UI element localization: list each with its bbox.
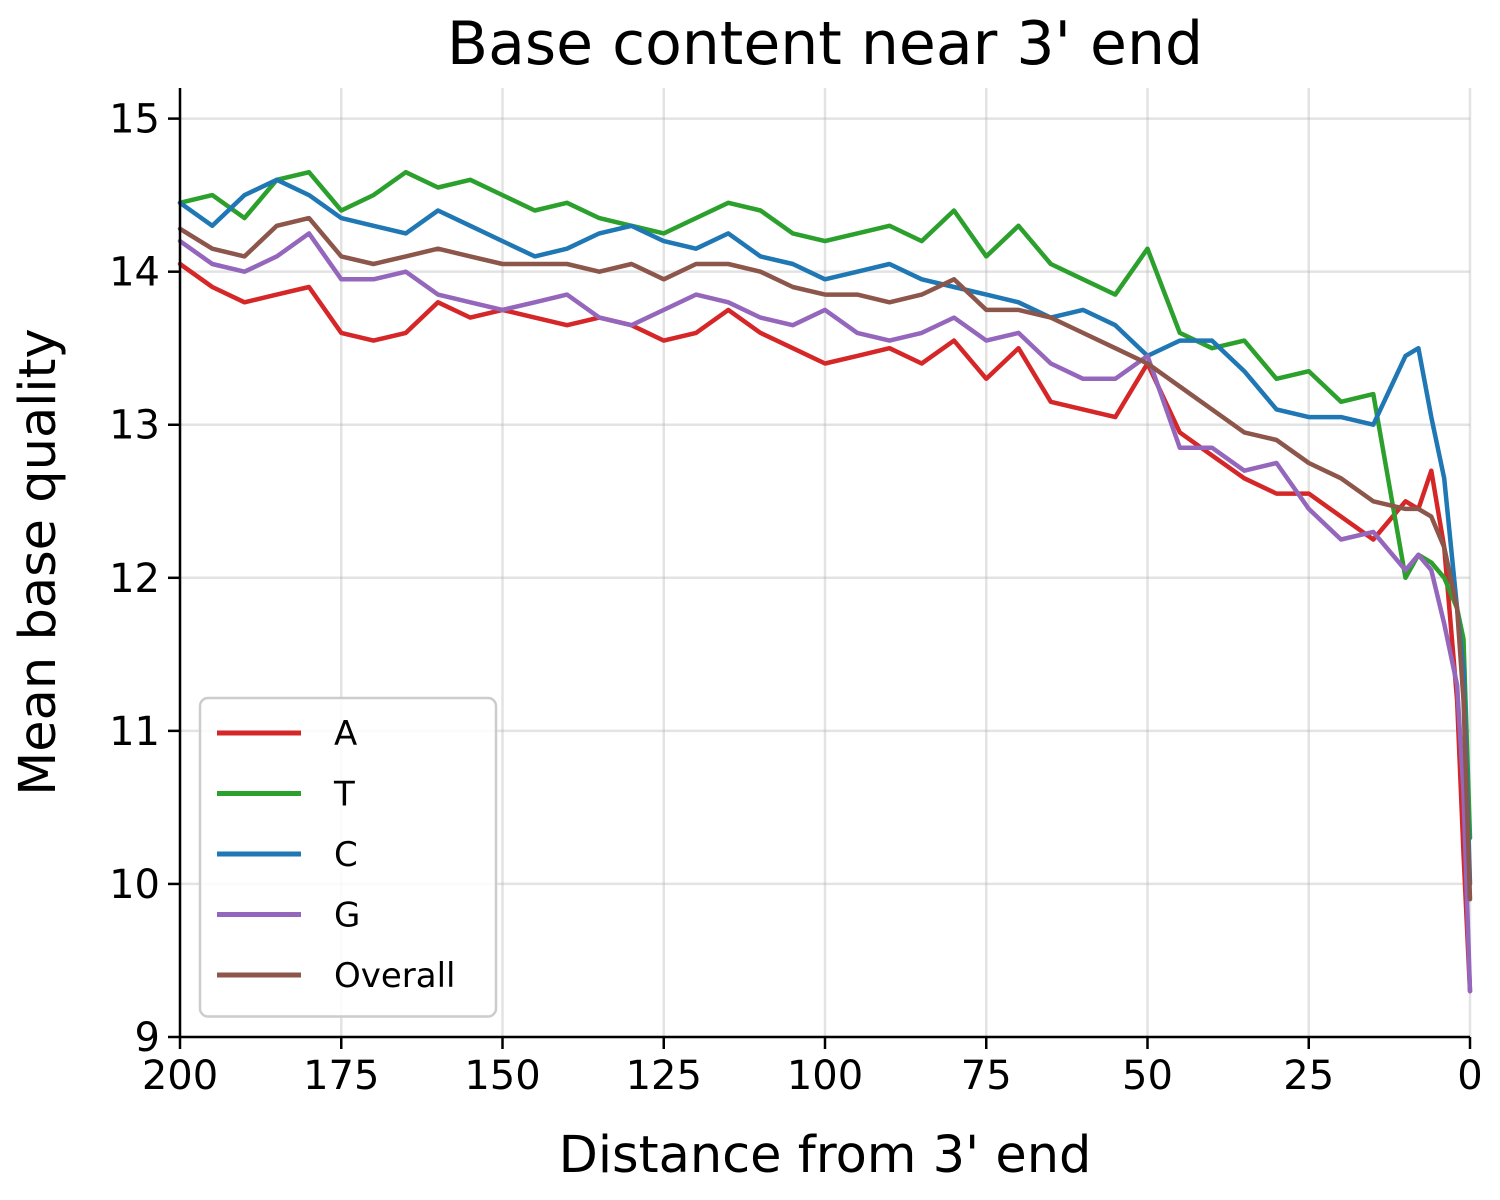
axes-layer: 200 175 150 125 100 75 50 25 0 9 10 11 12 13 14 15 xyxy=(109,88,1483,1099)
x-tick-label: 125 xyxy=(626,1053,702,1099)
series-line-c xyxy=(177,177,1473,887)
chart-title: Base content near 3' end xyxy=(447,9,1203,79)
x-axis-label: Distance from 3' end xyxy=(559,1126,1092,1185)
y-tick-label: 9 xyxy=(135,1015,160,1061)
y-tick-label: 11 xyxy=(109,709,160,755)
series-line-g xyxy=(177,231,1473,994)
legend-label-overall: Overall xyxy=(334,956,456,996)
x-tick-label: 75 xyxy=(961,1053,1012,1099)
legend-label-t: T xyxy=(333,775,355,815)
series-layer xyxy=(177,169,1473,994)
x-tick-label: 150 xyxy=(464,1053,540,1099)
legend-label-g: G xyxy=(334,896,360,936)
y-axis-label: Mean base quality xyxy=(9,328,68,795)
x-tick-label: 0 xyxy=(1457,1053,1482,1099)
series-line-a xyxy=(177,261,1473,994)
x-tick-label: 100 xyxy=(787,1053,863,1099)
x-tick-label: 50 xyxy=(1122,1053,1173,1099)
x-tick-label: 175 xyxy=(303,1053,379,1099)
y-tick-label: 10 xyxy=(109,862,160,908)
legend-label-a: A xyxy=(334,714,357,754)
legend-label-c: C xyxy=(334,835,358,875)
series-line-overall xyxy=(177,215,1473,902)
y-tick-label: 14 xyxy=(109,250,160,296)
y-tick-label: 13 xyxy=(109,403,160,449)
x-tick-label: 25 xyxy=(1283,1053,1334,1099)
series-line-t xyxy=(177,169,1473,841)
legend-frame xyxy=(198,696,498,1018)
y-tick-label: 15 xyxy=(109,97,160,143)
x-tick-label: 200 xyxy=(142,1053,218,1099)
y-tick-label: 12 xyxy=(109,556,160,602)
